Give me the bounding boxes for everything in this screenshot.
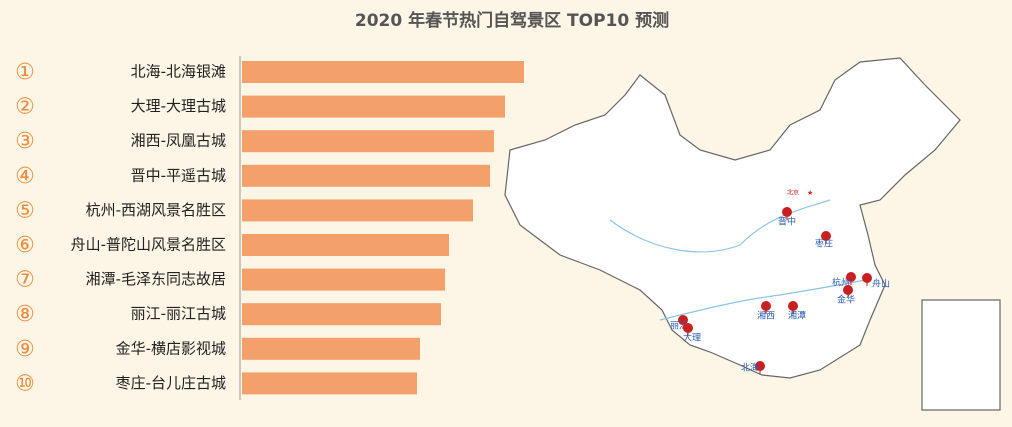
- rank-label: ①: [15, 60, 35, 85]
- map-pin: [862, 273, 872, 283]
- map-label: 北京: [787, 189, 799, 197]
- bar: [242, 130, 494, 153]
- bar: [242, 268, 445, 291]
- bar: [242, 95, 505, 118]
- map-label: 晋中: [778, 216, 796, 228]
- map-label: 枣庄: [815, 238, 833, 250]
- rank-label: ③: [15, 129, 35, 154]
- rank-label: ②: [15, 95, 35, 120]
- y-tick-label: 湘潭-毛泽东同志故居: [86, 270, 226, 288]
- y-tick-label: 大理-大理古城: [131, 97, 226, 115]
- y-tick-label: 湘西-凤凰古城: [131, 132, 226, 150]
- inset-box: [921, 299, 1001, 411]
- bar: [242, 61, 524, 83]
- map-pin: [755, 361, 765, 371]
- rank-label: ⑨: [15, 337, 35, 362]
- map-outline: [504, 57, 961, 379]
- map: [504, 57, 1001, 411]
- bar: [242, 164, 490, 187]
- map-pin: [678, 315, 688, 325]
- bar: [242, 303, 441, 326]
- map-pin: [788, 301, 798, 311]
- rank-label: ⑩: [15, 371, 35, 396]
- map-label: 丽江: [670, 321, 688, 332]
- rank-label: ⑦: [15, 268, 35, 293]
- y-tick-label: 晋中-平遥古城: [131, 166, 226, 184]
- map-pin: [761, 301, 771, 311]
- map-label: 湘西: [757, 310, 775, 322]
- bar: [242, 234, 449, 256]
- rank-label: ⑥: [15, 233, 35, 258]
- bar: [242, 199, 473, 222]
- y-tick-label: 金华-横店影视城: [116, 339, 226, 357]
- map-pin: [782, 207, 792, 217]
- rank-label: ④: [15, 164, 35, 189]
- map-pin: [821, 231, 831, 241]
- map-pin: [843, 285, 853, 295]
- y-tick-label: 枣庄-台儿庄古城: [116, 374, 226, 392]
- map-label: 湘潭: [788, 310, 806, 322]
- map-label: 金华: [837, 294, 855, 306]
- rank-label: ⑧: [15, 302, 35, 327]
- capital-star: ★: [807, 189, 813, 197]
- rank-label: ⑤: [15, 198, 35, 223]
- map-label: 杭州: [832, 277, 850, 289]
- bar: [242, 337, 420, 360]
- map-label: 舟山: [872, 278, 890, 290]
- map-label: 北海: [741, 362, 759, 374]
- map-label: 大理: [683, 332, 701, 344]
- map-pin: [683, 323, 693, 333]
- y-tick-label: 舟山-普陀山风景名胜区: [71, 236, 226, 254]
- y-tick-label: 杭州-西湖风景名胜区: [86, 201, 226, 219]
- bar: [242, 372, 417, 395]
- y-tick-label: 北海-北海银滩: [131, 63, 226, 81]
- chart-title: 2020 年春节热门自驾景区 TOP10 预测: [355, 10, 669, 31]
- y-tick-label: 丽江-丽江古城: [131, 305, 226, 323]
- map-pin: [846, 272, 856, 282]
- river: [609, 199, 866, 321]
